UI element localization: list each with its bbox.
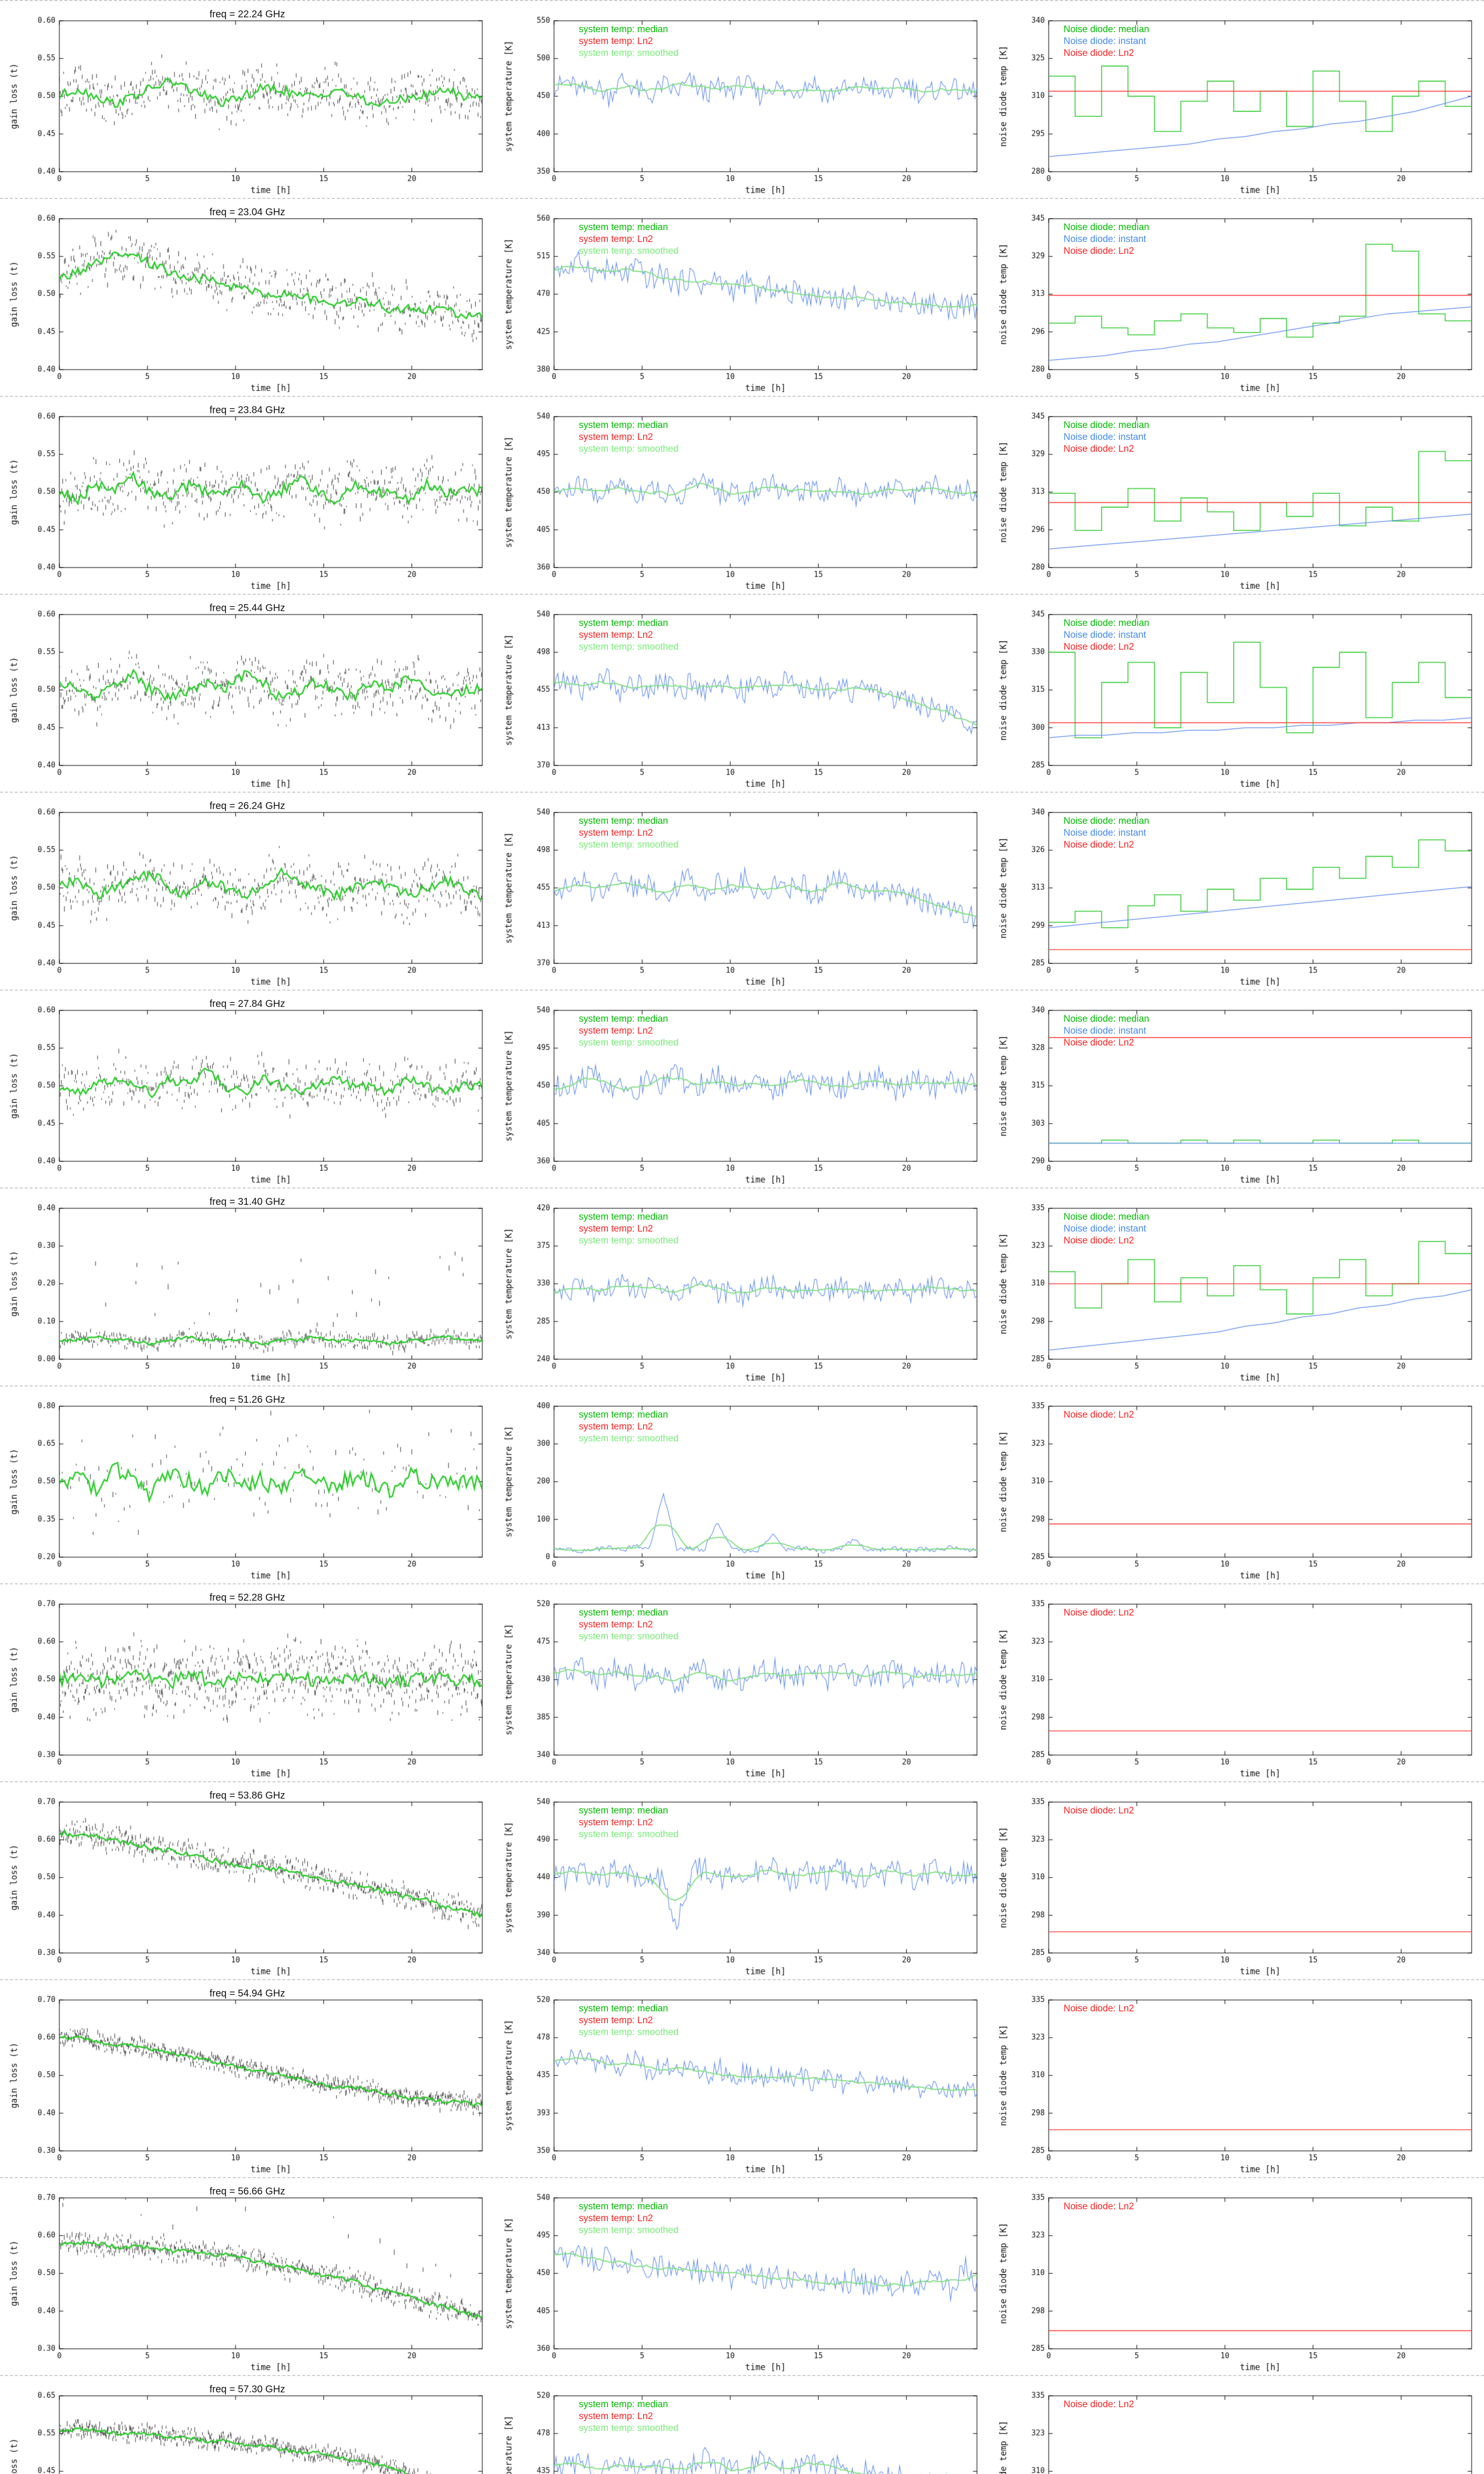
panel-systemp: system temp: median system temp: Ln2 syste… [495,2376,989,2474]
panel-systemp: system temp: median system temp: Ln2 syste… [495,793,989,991]
panel-noisediode-canvas [989,595,1484,793]
panel-gain-canvas [0,1584,495,1782]
panel-gain: freq = 52.28 GHz [0,1584,495,1782]
panel-gain: freq = 26.24 GHz [0,793,495,991]
panel-noisediode: Noise diode: Ln2 [989,2178,1484,2376]
panel-systemp-canvas [495,2178,989,2376]
panel-systemp-canvas [495,595,989,793]
panel-noisediode: Noise diode: median Noise diode: instant N… [989,793,1484,991]
panel-noisediode: Noise diode: median Noise diode: instant N… [989,397,1484,595]
panel-systemp: system temp: median system temp: Ln2 syste… [495,595,989,793]
panel-gain: freq = 27.84 GHz [0,991,495,1189]
panel-gain: freq = 53.86 GHz [0,1782,495,1980]
panel-noisediode: Noise diode: median Noise diode: instant N… [989,991,1484,1189]
chart-row: freq = 53.86 GHz system temp: median syste… [0,1781,1484,1980]
chart-row: freq = 22.24 GHz system temp: median syste… [0,0,1484,199]
panel-gain-canvas [0,1189,495,1386]
panel-gain: freq = 56.66 GHz [0,2178,495,2376]
panel-gain: freq = 23.84 GHz [0,397,495,595]
panel-noisediode: Noise diode: Ln2 [989,2376,1484,2474]
chart-row: freq = 54.94 GHz system temp: median syste… [0,1979,1484,2178]
panel-systemp-canvas [495,1386,989,1584]
panel-systemp-canvas [495,1189,989,1386]
panel-systemp-canvas [495,991,989,1189]
panel-systemp-canvas [495,1,989,199]
panel-noisediode-canvas [989,793,1484,991]
panel-noisediode: Noise diode: median Noise diode: instant N… [989,199,1484,397]
panel-systemp: system temp: median system temp: Ln2 syste… [495,1386,989,1584]
chart-row: freq = 56.66 GHz system temp: median syste… [0,2177,1484,2376]
panel-gain: freq = 23.04 GHz [0,199,495,397]
chart-row: freq = 57.30 GHz system temp: median syste… [0,2375,1484,2474]
panel-systemp-canvas [495,1584,989,1782]
panel-systemp: system temp: median system temp: Ln2 syste… [495,1584,989,1782]
chart-row: freq = 52.28 GHz system temp: median syste… [0,1583,1484,1782]
panel-noisediode-canvas [989,1,1484,199]
panel-noisediode: Noise diode: Ln2 [989,1584,1484,1782]
panel-gain-canvas [0,397,495,595]
chart-row: freq = 51.26 GHz system temp: median syste… [0,1385,1484,1584]
panel-systemp-canvas [495,2376,989,2474]
panel-noisediode: Noise diode: Ln2 [989,1782,1484,1980]
panel-noisediode-canvas [989,1980,1484,2178]
panel-noisediode: Noise diode: Ln2 [989,1980,1484,2178]
panel-systemp: system temp: median system temp: Ln2 syste… [495,2178,989,2376]
panel-gain: freq = 31.40 GHz [0,1189,495,1386]
panel-noisediode: Noise diode: median Noise diode: instant N… [989,1,1484,199]
panel-gain-canvas [0,2178,495,2376]
chart-row: freq = 23.84 GHz system temp: median syste… [0,396,1484,595]
panel-gain: freq = 25.44 GHz [0,595,495,793]
panel-systemp-canvas [495,1980,989,2178]
panel-systemp-canvas [495,199,989,397]
panel-noisediode: Noise diode: Ln2 [989,1386,1484,1584]
panel-systemp-canvas [495,1782,989,1980]
panel-noisediode-canvas [989,199,1484,397]
panel-systemp: system temp: median system temp: Ln2 syste… [495,1,989,199]
panel-noisediode: Noise diode: median Noise diode: instant N… [989,1189,1484,1386]
panel-systemp: system temp: median system temp: Ln2 syste… [495,199,989,397]
panel-gain-canvas [0,991,495,1189]
panel-noisediode-canvas [989,397,1484,595]
panel-noisediode-canvas [989,2376,1484,2474]
panel-gain-canvas [0,199,495,397]
panel-systemp: system temp: median system temp: Ln2 syste… [495,397,989,595]
panel-gain: freq = 51.26 GHz [0,1386,495,1584]
panel-gain-canvas [0,1386,495,1584]
panel-systemp: system temp: median system temp: Ln2 syste… [495,1980,989,2178]
panel-noisediode-canvas [989,1189,1484,1386]
panel-gain: freq = 22.24 GHz [0,1,495,199]
chart-row: freq = 26.24 GHz system temp: median syste… [0,792,1484,991]
panel-noisediode-canvas [989,1584,1484,1782]
panel-gain-canvas [0,595,495,793]
panel-systemp-canvas [495,793,989,991]
panel-gain: freq = 54.94 GHz [0,1980,495,2178]
panel-gain-canvas [0,1,495,199]
panel-gain: freq = 57.30 GHz [0,2376,495,2474]
panel-systemp-canvas [495,397,989,595]
panel-noisediode-canvas [989,1782,1484,1980]
chart-row: freq = 25.44 GHz system temp: median syste… [0,594,1484,793]
panel-noisediode: Noise diode: median Noise diode: instant N… [989,595,1484,793]
panel-gain-canvas [0,1782,495,1980]
panel-gain-canvas [0,793,495,991]
panel-systemp: system temp: median system temp: Ln2 syste… [495,1782,989,1980]
chart-row: freq = 23.04 GHz system temp: median syste… [0,198,1484,397]
panel-systemp: system temp: median system temp: Ln2 syste… [495,1189,989,1386]
panel-noisediode-canvas [989,1386,1484,1584]
panel-gain-canvas [0,1980,495,2178]
chart-row: freq = 27.84 GHz system temp: median syste… [0,990,1484,1189]
panel-systemp: system temp: median system temp: Ln2 syste… [495,991,989,1189]
chart-row: freq = 31.40 GHz system temp: median syste… [0,1188,1484,1386]
panel-noisediode-canvas [989,2178,1484,2376]
panel-gain-canvas [0,2376,495,2474]
panel-noisediode-canvas [989,991,1484,1189]
